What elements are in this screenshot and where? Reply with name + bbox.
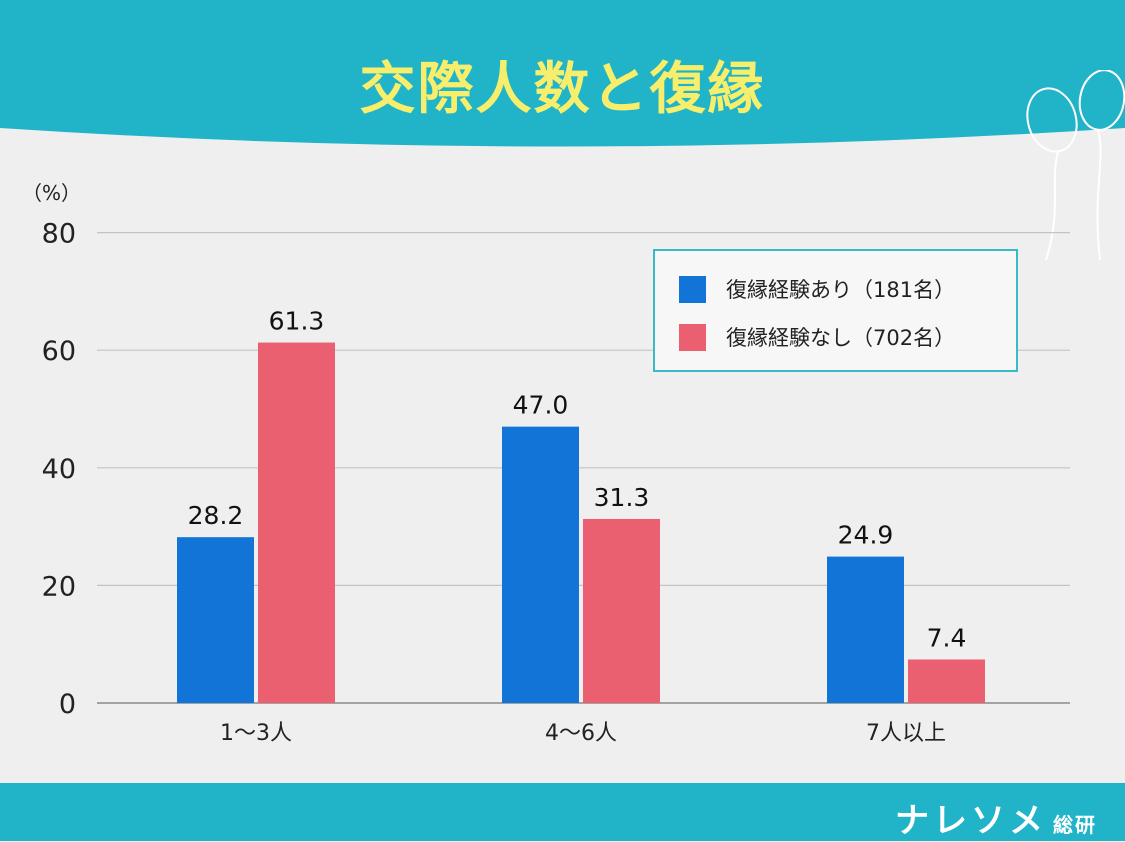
x-tick-labels: 1～3人 4～6人 7人以上: [220, 721, 946, 746]
footer-bar: ナレソメ 総研: [0, 783, 1125, 841]
chart-legend: 復縁経験あり（181名） 復縁経験なし（702名）: [653, 249, 1018, 372]
data-label: 28.2: [188, 501, 244, 530]
data-label: 47.0: [513, 391, 569, 420]
balloon-icon: [1026, 70, 1125, 261]
data-label: 61.3: [269, 307, 325, 336]
bar: [827, 556, 904, 703]
data-label: 24.9: [838, 521, 894, 550]
brand-name: ナレソメ: [895, 801, 1047, 841]
legend-swatch-with-reunion: [679, 275, 706, 303]
legend-label-with-reunion: 復縁経験あり（181名）: [726, 278, 956, 302]
y-tick-label: 80: [42, 219, 76, 250]
data-labels: 28.2 61.3 47.0 31.3 24.9 7.4: [188, 307, 967, 653]
brand-suffix: 総研: [1053, 813, 1097, 837]
data-label: 7.4: [927, 623, 967, 652]
data-label: 31.3: [594, 483, 650, 512]
bar: [908, 659, 985, 703]
bar: [258, 342, 335, 703]
bar: [502, 426, 579, 703]
bars: [177, 342, 985, 703]
x-tick-label: 7人以上: [866, 721, 946, 746]
y-tick-label: 20: [42, 571, 76, 602]
y-unit-label: （%）: [22, 181, 81, 205]
y-tick-label: 60: [42, 336, 76, 367]
header-band: [0, 0, 1125, 147]
page-title: 交際人数と復縁: [359, 57, 766, 122]
legend-item-without-reunion: 復縁経験なし（702名）: [679, 322, 955, 352]
brand-logo: ナレソメ 総研: [895, 793, 1097, 842]
x-tick-label: 1～3人: [220, 721, 292, 746]
legend-item-with-reunion: 復縁経験あり（181名）: [679, 274, 955, 304]
x-tick-label: 4～6人: [545, 721, 617, 746]
legend-swatch-without-reunion: [679, 323, 706, 351]
y-tick-label: 0: [59, 689, 76, 720]
y-tick-label: 40: [42, 454, 76, 485]
y-tick-labels: 0 20 40 60 80: [42, 219, 76, 720]
bar: [583, 518, 660, 703]
bar: [177, 537, 254, 703]
legend-label-without-reunion: 復縁経験なし（702名）: [726, 326, 956, 350]
